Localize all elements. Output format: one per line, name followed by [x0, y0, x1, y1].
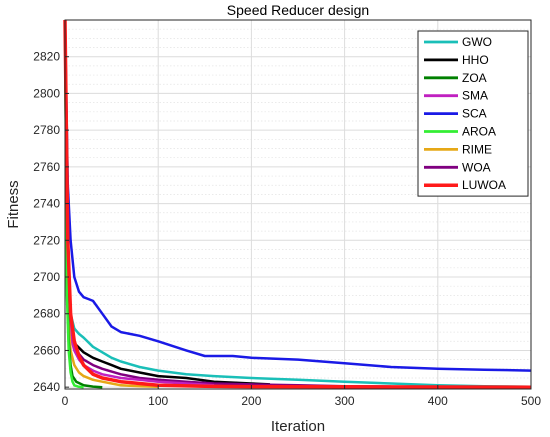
y-tick-label: 2700	[33, 270, 60, 284]
y-tick-label: 2800	[33, 86, 60, 100]
chart-title: Speed Reducer design	[227, 2, 369, 18]
y-tick-label: 2660	[33, 343, 60, 357]
axes-box	[64, 19, 532, 390]
series-line-gwo	[63, 19, 532, 389]
y-axis-label: Fitness	[5, 180, 22, 228]
legend-label: GWO	[462, 35, 492, 49]
legend-label: LUWOA	[462, 178, 506, 192]
legend-label: RIME	[462, 142, 492, 156]
legend-label: HHO	[462, 53, 489, 67]
x-tick-label: 400	[428, 394, 448, 408]
series-line-sca	[63, 19, 532, 372]
series-line-aroa	[63, 19, 84, 389]
y-tick-label: 2820	[33, 50, 60, 64]
x-axis-label: Iteration	[271, 418, 325, 435]
y-tick-label: 2640	[33, 380, 60, 394]
series-lines	[63, 19, 532, 389]
y-tick-label: 2720	[33, 233, 60, 247]
x-tick-label: 500	[521, 394, 541, 408]
x-tick-label: 300	[335, 394, 355, 408]
series-line-luwoa	[63, 19, 532, 389]
legend: GWO HHO ZOA SMA SCA AROA RIME WOA LUWOA	[417, 30, 529, 197]
y-tick-label: 2760	[33, 160, 60, 174]
legend-label: ZOA	[462, 71, 487, 85]
x-tick-label: 100	[148, 394, 168, 408]
ticks: 0 100 200 300 400 500 2640 2660 2680 2700 2720 2740…	[33, 50, 541, 408]
legend-label: SMA	[462, 89, 488, 103]
y-tick-label: 2780	[33, 123, 60, 137]
legend-label: SCA	[462, 107, 487, 121]
legend-label: AROA	[462, 125, 496, 139]
x-tick-label: 200	[241, 394, 261, 408]
x-tick-label: 0	[62, 394, 69, 408]
legend-label: WOA	[462, 160, 491, 174]
y-tick-label: 2680	[33, 307, 60, 321]
y-tick-label: 2740	[33, 197, 60, 211]
